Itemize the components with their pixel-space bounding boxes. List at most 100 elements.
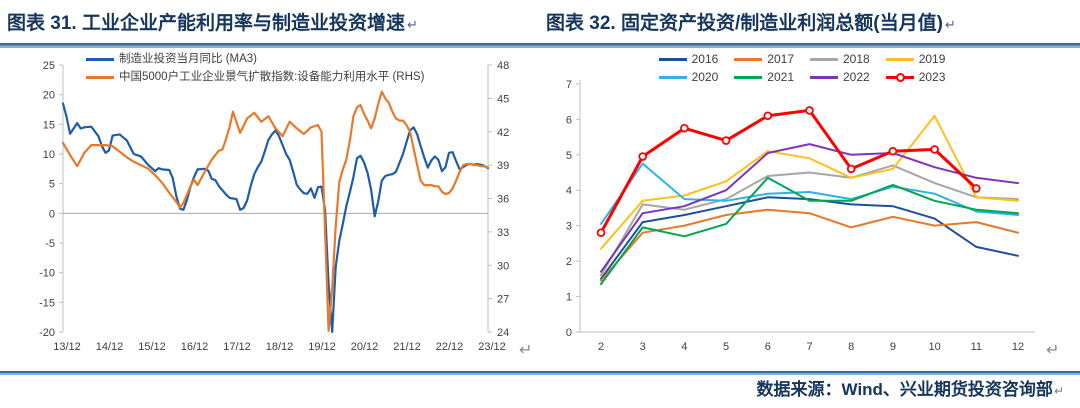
legend-marker-dot	[895, 72, 905, 82]
return-mark-icon: ↵	[406, 17, 418, 32]
return-mark-icon: ↵	[1046, 342, 1060, 359]
x-axis-tick-label: 11	[971, 341, 982, 353]
legend-label: 制造业投资当月同比 (MA3)	[119, 53, 257, 65]
left-axis-tick-label: 25	[43, 60, 55, 72]
legend-item-2023: 2023	[885, 70, 946, 84]
left-axis-tick-label: 15	[43, 119, 55, 131]
left-axis-tick-label: -15	[39, 297, 55, 309]
return-mark-icon: ↵	[944, 17, 956, 32]
legend-label: 2016	[691, 52, 719, 66]
legend-label: 2023	[918, 70, 946, 84]
series-marker-2023	[638, 152, 647, 161]
legend-label: 2019	[918, 52, 946, 66]
legend-item-2019: 2019	[885, 52, 946, 66]
legend-label: 2022	[843, 70, 870, 84]
series-line-2022	[600, 143, 1019, 273]
legend-line-swatch	[885, 72, 914, 82]
legend-item-2017: 2017	[734, 53, 794, 65]
right-axis-tick-label: 33	[497, 227, 509, 239]
legend-line-swatch	[885, 57, 914, 61]
legend-item: 中国5000户工业企业景气扩散指数:设备能力利用水平 (RHS)	[86, 70, 425, 84]
right-axis-tick-label: 24	[497, 327, 509, 339]
x-axis-tick-label: 14/12	[96, 341, 124, 353]
legend-label: 中国5000户工业企业景气扩散指数:设备能力利用水平 (RHS)	[119, 70, 425, 83]
y-axis-tick-label: 0	[566, 327, 572, 339]
legend-label: 2018	[843, 52, 870, 66]
x-axis-tick-label: 9	[890, 341, 896, 353]
legend-item-2020: 2020	[658, 70, 719, 84]
series-line-right	[61, 90, 490, 332]
legend-line-swatch	[86, 58, 114, 62]
legend-row: 2016 2017 2018 2019	[540, 53, 1080, 65]
left-axis-tick-label: 20	[43, 90, 55, 102]
series-line-2023	[599, 108, 978, 235]
x-axis-tick-label: 16/12	[181, 341, 209, 353]
figure31-title-text: 图表 31. 工业企业产能利用率与制造业投资增速	[7, 13, 405, 34]
legend-line-swatch	[810, 75, 838, 79]
y-axis-tick-label: 2	[566, 256, 572, 268]
data-source-line: 数据来源：Wind、兴业期货投资咨询部↵	[757, 375, 1064, 400]
left-axis-tick-label: -20	[39, 327, 55, 339]
series-marker-2023	[930, 145, 939, 154]
right-axis-tick-label: 42	[497, 127, 509, 139]
right-axis-tick-label: 36	[497, 194, 509, 206]
y-axis-tick-label: 6	[566, 114, 572, 126]
figure32-legend: 2016 2017 2018 2019 2020 2021 2022 2023	[540, 53, 1080, 89]
left-axis-tick-label: -5	[45, 238, 55, 250]
x-axis-tick-label: 4	[681, 341, 687, 353]
series-line-2016	[600, 196, 1019, 280]
y-axis-tick-label: 1	[566, 292, 572, 304]
legend-label: 2017	[767, 52, 794, 66]
data-source-text: 数据来源：Wind、兴业期货投资咨询部	[756, 380, 1053, 399]
title-underline-rule	[0, 43, 1080, 48]
x-axis-tick-label: 21/12	[393, 341, 421, 353]
x-axis-tick-label: 7	[806, 341, 812, 353]
series-marker-2023	[805, 106, 814, 115]
legend-item: 制造业投资当月同比 (MA3)	[86, 53, 424, 66]
right-axis-tick-label: 30	[497, 260, 509, 272]
right-axis-tick-label: 45	[497, 93, 509, 105]
legend-line-swatch	[810, 57, 838, 61]
return-mark-icon: ↵	[1053, 384, 1064, 398]
series-marker-2023	[721, 136, 731, 145]
right-axis-tick-label: 39	[497, 160, 509, 172]
legend-label: 2020	[691, 70, 719, 84]
figure32-title-text: 图表 32. 固定资产投资/制造业利润总额(当月值)	[546, 13, 943, 34]
legend-item-2018: 2018	[810, 53, 870, 65]
right-axis-tick-label: 48	[497, 60, 509, 72]
legend-line-swatch	[734, 57, 763, 61]
series-marker-2023	[596, 228, 606, 238]
series-line-2021	[600, 176, 1019, 286]
series-line-2019	[600, 114, 1019, 250]
left-axis-tick-label: 10	[43, 149, 55, 161]
x-axis-tick-label: 15/12	[138, 341, 166, 353]
x-axis-tick-label: 17/12	[223, 341, 251, 353]
legend-line-swatch	[658, 75, 687, 79]
series-marker-2023	[680, 123, 689, 133]
legend-item-2022: 2022	[810, 71, 870, 83]
x-axis-tick-label: 2	[598, 341, 604, 353]
x-axis-tick-label: 18/12	[266, 341, 294, 353]
figure-bottom-rule	[0, 371, 1080, 375]
left-axis-tick-label: -10	[39, 268, 55, 280]
x-axis-tick-label: 8	[848, 341, 854, 353]
x-axis-tick-label: 10	[928, 341, 940, 353]
return-mark-icon: ↵	[519, 342, 533, 359]
x-axis-tick-label: 23/12	[478, 341, 506, 353]
figure31-legend: 制造业投资当月同比 (MA3) 中国5000户工业企业景气扩散指数:设备能力利用水…	[86, 53, 425, 89]
x-axis-tick-label: 5	[723, 341, 729, 353]
y-axis-tick-label: 5	[566, 150, 572, 162]
series-marker-2023	[971, 184, 981, 193]
right-axis-tick-label: 27	[497, 294, 509, 306]
x-axis-tick-label: 19/12	[308, 341, 336, 353]
series-line-left	[61, 102, 490, 334]
x-axis-tick-label: 13/12	[53, 341, 81, 353]
legend-line-swatch	[658, 57, 687, 61]
legend-line-swatch	[86, 75, 114, 79]
x-axis-tick-label: 22/12	[436, 341, 464, 353]
legend-item-2021: 2021	[734, 71, 794, 83]
y-axis-tick-label: 3	[566, 221, 572, 233]
series-marker-2023	[846, 164, 856, 174]
